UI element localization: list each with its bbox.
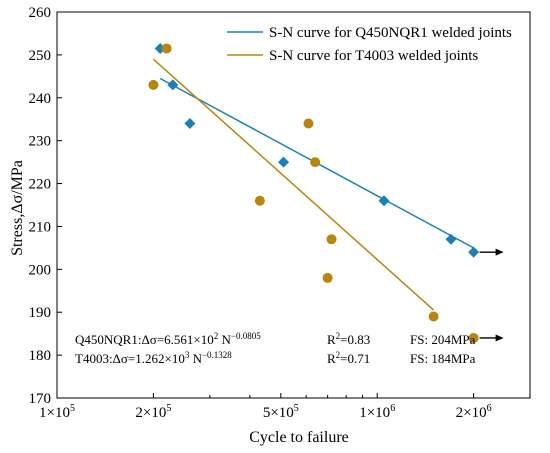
fatigue-strength-annotation-1: FS: 204MPa — [410, 332, 476, 347]
circle-marker — [326, 234, 337, 245]
plot-area — [56, 11, 531, 399]
circle-marker — [322, 272, 333, 283]
y-tick-label: 210 — [29, 219, 52, 235]
x-tick-label: 1×105 — [39, 403, 75, 421]
equation-annotation-1: Q450NQR1:Δσ=6.561×102 N−0.0805 — [75, 331, 261, 347]
equation-annotations: Q450NQR1:Δσ=6.561×102 N−0.0805 R2=0.83 FS:… — [75, 331, 476, 366]
y-axis-label: Stress,Δσ/MPa — [9, 160, 26, 256]
runout-arrows — [479, 248, 504, 342]
equation-annotation-2: T4003:Δσ=1.262×103 N−0.1328 — [75, 350, 232, 366]
legend-label-series-1: S-N curve for Q450NQR1 welded joints — [269, 25, 512, 41]
diamond-marker — [445, 233, 457, 245]
y-tick-label: 240 — [29, 91, 52, 107]
runout-arrow-head — [495, 334, 504, 342]
y-tick-label: 230 — [29, 134, 52, 150]
diamond-marker — [278, 156, 290, 168]
plot-border — [56, 11, 531, 399]
data-points — [148, 42, 480, 343]
x-tick-label: 2×105 — [135, 403, 171, 421]
y-tick-label: 260 — [29, 5, 52, 21]
x-tick-label: 2×106 — [456, 403, 492, 421]
circle-marker — [254, 195, 265, 206]
fit-line-series-2 — [152, 58, 435, 311]
fit-lines — [152, 58, 474, 311]
circle-marker — [468, 332, 479, 343]
x-tick-label: 5×105 — [263, 403, 299, 421]
axis-ticks: 170 180 190 200 210 220 230 240 250 260 1×105 2×105… — [29, 5, 531, 421]
x-tick-label: 1×106 — [359, 403, 395, 421]
y-tick-label: 250 — [29, 48, 52, 64]
y-tick-label: 220 — [29, 177, 52, 193]
runout-arrow-head — [495, 248, 504, 256]
fatigue-strength-annotation-2: FS: 184MPa — [410, 351, 476, 366]
r-squared-annotation-1: R2=0.83 — [327, 331, 370, 347]
y-tick-label: 190 — [29, 305, 52, 321]
diamond-marker — [167, 79, 179, 91]
circle-marker — [161, 43, 172, 54]
r-squared-annotation-2: R2=0.71 — [327, 350, 370, 366]
circle-marker — [148, 79, 159, 90]
legend-label-series-2: S-N curve for T4003 welded joints — [269, 48, 478, 64]
circle-marker — [310, 157, 321, 168]
circle-marker — [303, 118, 314, 129]
circle-marker — [428, 311, 439, 322]
y-tick-label: 200 — [29, 262, 52, 278]
x-axis-label: Cycle to failure — [249, 429, 349, 446]
diamond-marker — [184, 118, 196, 130]
y-tick-label: 170 — [29, 391, 52, 407]
y-tick-label: 180 — [29, 348, 52, 364]
diamond-marker — [378, 195, 390, 207]
diamond-marker — [468, 246, 480, 258]
legend: S-N curve for Q450NQR1 welded joints S-N … — [227, 25, 512, 64]
